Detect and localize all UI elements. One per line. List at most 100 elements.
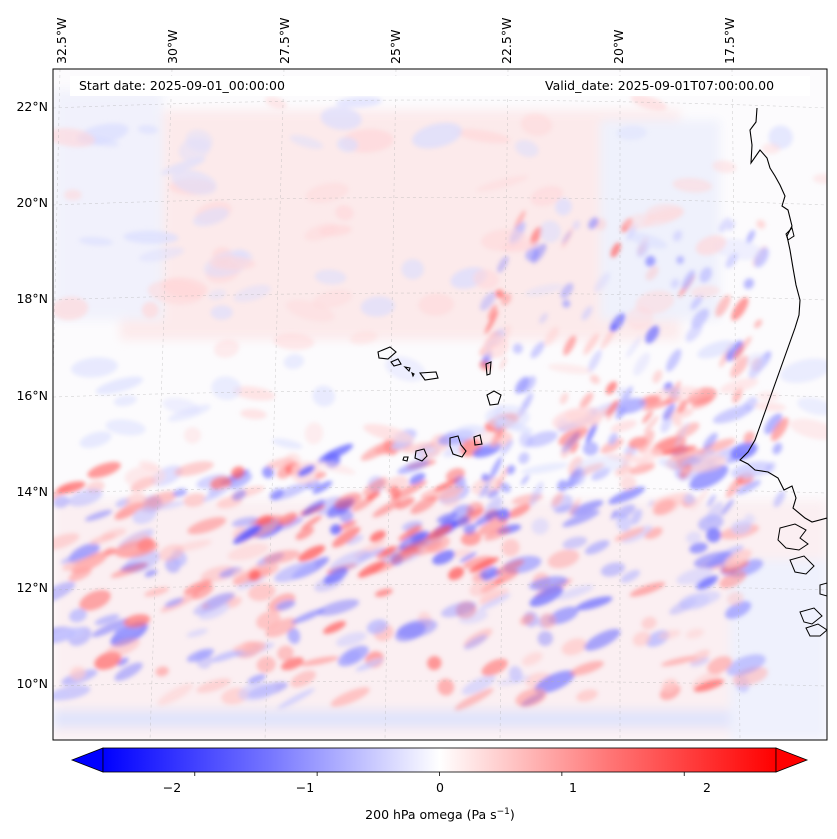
omega-cell <box>300 656 339 667</box>
omega-cell <box>730 461 773 479</box>
omega-cell <box>736 480 761 495</box>
omega-cell <box>144 587 169 597</box>
omega-cell <box>683 493 695 505</box>
coastline-senegal-gambia <box>777 523 809 551</box>
omega-cell <box>547 363 593 375</box>
omega-cell <box>690 488 709 511</box>
island-islet <box>411 371 415 378</box>
omega-cell <box>627 232 668 249</box>
omega-cell <box>573 455 630 473</box>
omega-cell <box>488 304 497 320</box>
omega-cell <box>547 549 580 569</box>
omega-cell <box>271 438 303 449</box>
omega-cell <box>756 219 766 229</box>
omega-cell <box>247 674 266 684</box>
omega-cell <box>68 567 92 582</box>
island-sao-vicente <box>390 358 402 367</box>
omega-cell <box>256 611 281 630</box>
omega-cell <box>53 495 70 508</box>
omega-cell <box>569 660 604 676</box>
omega-cell <box>551 492 564 507</box>
omega-cell <box>689 464 729 490</box>
omega-cell <box>501 293 512 306</box>
omega-cell <box>137 537 154 551</box>
omega-cell <box>264 96 287 109</box>
omega-cell <box>670 278 680 289</box>
omega-cell <box>263 549 301 564</box>
omega-cell <box>85 509 113 522</box>
omega-cell <box>53 533 80 551</box>
omega-cell <box>489 456 503 480</box>
omega-cell <box>600 438 624 454</box>
omega-cell <box>142 301 159 319</box>
omega-cell <box>563 335 576 356</box>
omega-cell <box>374 588 393 597</box>
omega-cell <box>645 266 659 281</box>
omega-cell <box>116 657 129 666</box>
coastline-africa <box>739 107 827 523</box>
omega-cell <box>765 461 776 474</box>
omega-cell <box>642 410 653 424</box>
omega-cell <box>94 614 120 626</box>
omega-cell <box>615 406 627 420</box>
omega-cell <box>240 408 267 420</box>
omega-cell <box>144 569 158 577</box>
omega-cell <box>312 480 333 494</box>
omega-cell <box>357 560 386 578</box>
omega-cell <box>584 540 610 555</box>
omega-cell <box>539 220 561 243</box>
omega-cell <box>562 299 571 308</box>
omega-cell <box>208 256 256 270</box>
omega-cell <box>206 592 236 607</box>
omega-cell <box>797 397 827 416</box>
omega-cell <box>485 405 530 430</box>
omega-cell <box>276 465 293 479</box>
omega-cell <box>512 343 523 354</box>
island-fogo <box>414 448 428 462</box>
omega-cell <box>744 514 756 525</box>
omega-cell <box>478 590 502 605</box>
omega-cell <box>191 584 214 600</box>
omega-cell <box>71 357 118 378</box>
omega-cell <box>389 485 401 499</box>
island-santo-antao <box>377 346 397 360</box>
omega-cell <box>675 421 689 447</box>
omega-cell <box>495 466 508 491</box>
coastline-east <box>819 582 827 597</box>
cape-verde-islands <box>377 346 502 462</box>
omega-cell <box>605 400 619 417</box>
colorbar-tick-marks <box>194 772 685 776</box>
omega-cell <box>642 207 684 227</box>
omega-cell <box>231 466 245 479</box>
lat-label-18n: 18°N <box>16 291 48 306</box>
omega-cell <box>317 599 360 616</box>
omega-cell <box>164 597 184 608</box>
omega-cell <box>610 509 618 520</box>
omega-cell <box>715 294 731 317</box>
omega-cell <box>582 441 599 456</box>
omega-cell <box>529 226 542 246</box>
omega-cell <box>616 125 647 140</box>
omega-cell <box>600 329 615 350</box>
omega-cell <box>725 476 744 498</box>
omega-cell <box>645 255 656 267</box>
omega-cell <box>451 516 470 528</box>
omega-cell <box>562 510 600 527</box>
omega-cell <box>693 679 724 692</box>
omega-cell <box>652 370 663 384</box>
omega-cell <box>362 477 388 497</box>
omega-cell <box>484 310 499 335</box>
map-frame <box>52 68 828 741</box>
omega-cell <box>731 520 752 535</box>
lon-label-30w: 30°W <box>165 29 180 64</box>
header-band <box>70 76 810 96</box>
omega-cell <box>633 352 650 376</box>
omega-cell <box>187 517 227 535</box>
island-santiago <box>449 435 467 458</box>
omega-cell <box>520 376 536 394</box>
colorbar-extend-max <box>775 747 809 773</box>
omega-cell <box>409 472 426 485</box>
omega-cell <box>101 528 127 540</box>
omega-cell <box>411 532 426 543</box>
omega-cell <box>295 526 314 540</box>
